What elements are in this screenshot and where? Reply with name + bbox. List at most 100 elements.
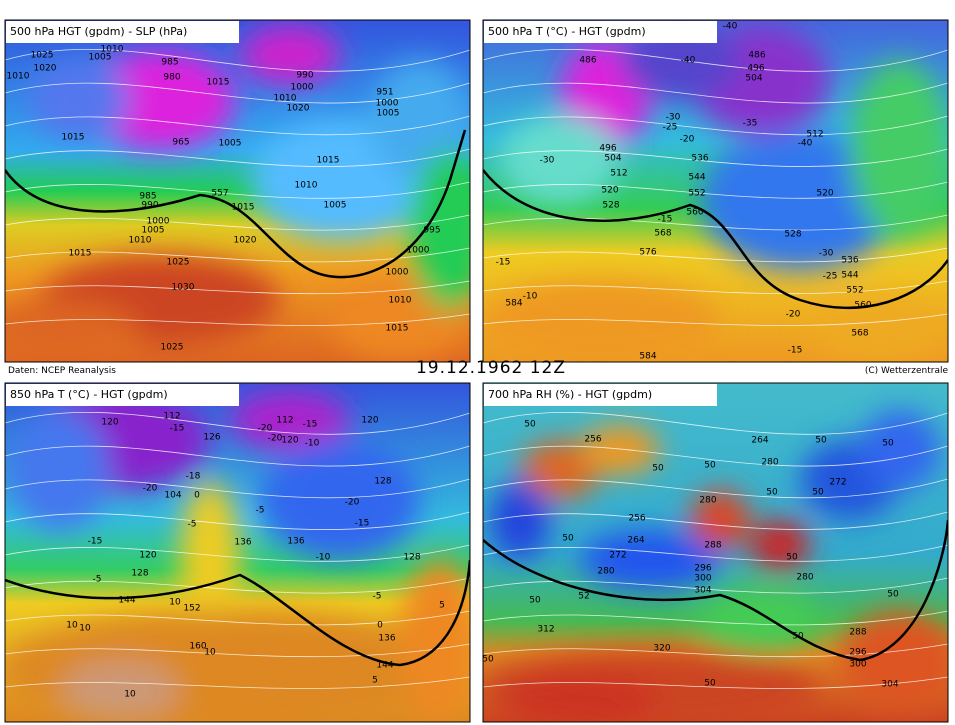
contour-label: 1010 [101, 45, 124, 55]
field-blob [860, 410, 940, 490]
copyright: (C) Wetterzentrale [865, 366, 949, 376]
contour-label: 10 [169, 598, 181, 608]
contour-label: 50 [704, 461, 716, 471]
contour-line [483, 49, 948, 72]
contour-label: 136 [287, 537, 304, 547]
contour-label: 504 [604, 154, 621, 164]
contour-label: -15 [496, 258, 511, 268]
contour-line [483, 478, 948, 499]
contour-line [483, 82, 948, 104]
contour-label: 0 [377, 621, 383, 631]
contour-label: -5 [93, 575, 102, 585]
contour-label: -18 [186, 472, 201, 482]
field-blob [60, 660, 180, 720]
contour-label: -25 [823, 272, 838, 282]
contour-label: 128 [374, 477, 391, 487]
contour-label: -5 [256, 506, 265, 516]
contour-label: 10 [124, 690, 136, 700]
contour-label: -10 [305, 439, 320, 449]
contour-label: 272 [829, 478, 846, 488]
contour-label: 552 [688, 189, 705, 199]
field-blob [580, 530, 720, 590]
contour-line [5, 313, 470, 326]
contour-label: 50 [562, 534, 574, 544]
contour-label: -20 [143, 484, 158, 494]
contour-label: 1010 [7, 72, 30, 82]
contour-label: 528 [602, 201, 619, 211]
contour-label: 112 [163, 412, 180, 422]
contour-label: -40 [681, 56, 696, 66]
contour-label: 985 [161, 58, 178, 68]
contour-label: 120 [281, 436, 298, 446]
contour-line [483, 676, 948, 689]
contour-label: 300 [694, 574, 711, 584]
contour-label: 568 [654, 229, 671, 239]
field-blob [230, 390, 350, 450]
contour-label: -20 [268, 434, 283, 444]
contour-label: 300 [849, 660, 866, 670]
panel-border [482, 19, 949, 363]
panel-title: 500 hPa T (°C) - HGT (gpdm) [488, 25, 646, 38]
field-blob [10, 410, 110, 530]
contour-label: 128 [131, 569, 148, 579]
contour-line [5, 49, 470, 72]
panel-border [4, 19, 471, 363]
contour-line [483, 214, 948, 231]
contour-label: -20 [680, 135, 695, 145]
contour-line [483, 280, 948, 295]
contour-label: 512 [806, 130, 823, 140]
contour-label: 1000 [376, 99, 399, 109]
panel-title: 500 hPa HGT (gpdm) - SLP (hPa) [10, 25, 187, 38]
contour-label: 304 [694, 586, 711, 596]
contour-label: 280 [796, 573, 813, 583]
contour-label: 1015 [317, 156, 340, 166]
contour-label: 560 [854, 301, 871, 311]
contour-line [483, 247, 948, 263]
contour-label: 995 [423, 226, 440, 236]
field-blob [500, 675, 660, 722]
panel-border [4, 382, 471, 723]
contour-label: 1025 [31, 51, 54, 61]
contour-label: 50 [529, 596, 541, 606]
contour-label: 288 [704, 541, 721, 551]
field-blob [840, 610, 948, 710]
field-blob [260, 440, 420, 560]
contour-label: -15 [788, 346, 803, 356]
contour-line [483, 181, 948, 199]
contour-line [5, 412, 470, 435]
contour-label: -30 [819, 249, 834, 259]
contour-label: 584 [639, 352, 656, 362]
contour-label: -40 [723, 22, 738, 32]
contour-line [483, 610, 948, 626]
contour-label: 1020 [34, 64, 57, 74]
field-blob [500, 115, 620, 205]
contour-label: 5 [439, 601, 445, 611]
field-blob [750, 520, 810, 570]
panel-title: 850 hPa T (°C) - HGT (gpdm) [10, 388, 168, 401]
datetime: 19.12.1962 12Z [416, 358, 566, 378]
contour-label: 120 [361, 416, 378, 426]
contour-label: 1000 [291, 83, 314, 93]
contour-label: 52 [578, 592, 589, 602]
contour-label: 50 [812, 488, 824, 498]
contour-label: 520 [601, 186, 618, 196]
contour-label: 1030 [172, 283, 195, 293]
contour-label: -15 [88, 537, 103, 547]
field-blob [520, 440, 600, 500]
contour-label: 128 [403, 553, 420, 563]
contour-label: -10 [316, 553, 331, 563]
contour-label: 512 [610, 169, 627, 179]
contour-label: 296 [694, 564, 711, 574]
contour-label: 50 [786, 553, 798, 563]
contour-line [483, 313, 948, 326]
contour-label: 10 [66, 621, 78, 631]
contour-label: 544 [688, 173, 705, 183]
